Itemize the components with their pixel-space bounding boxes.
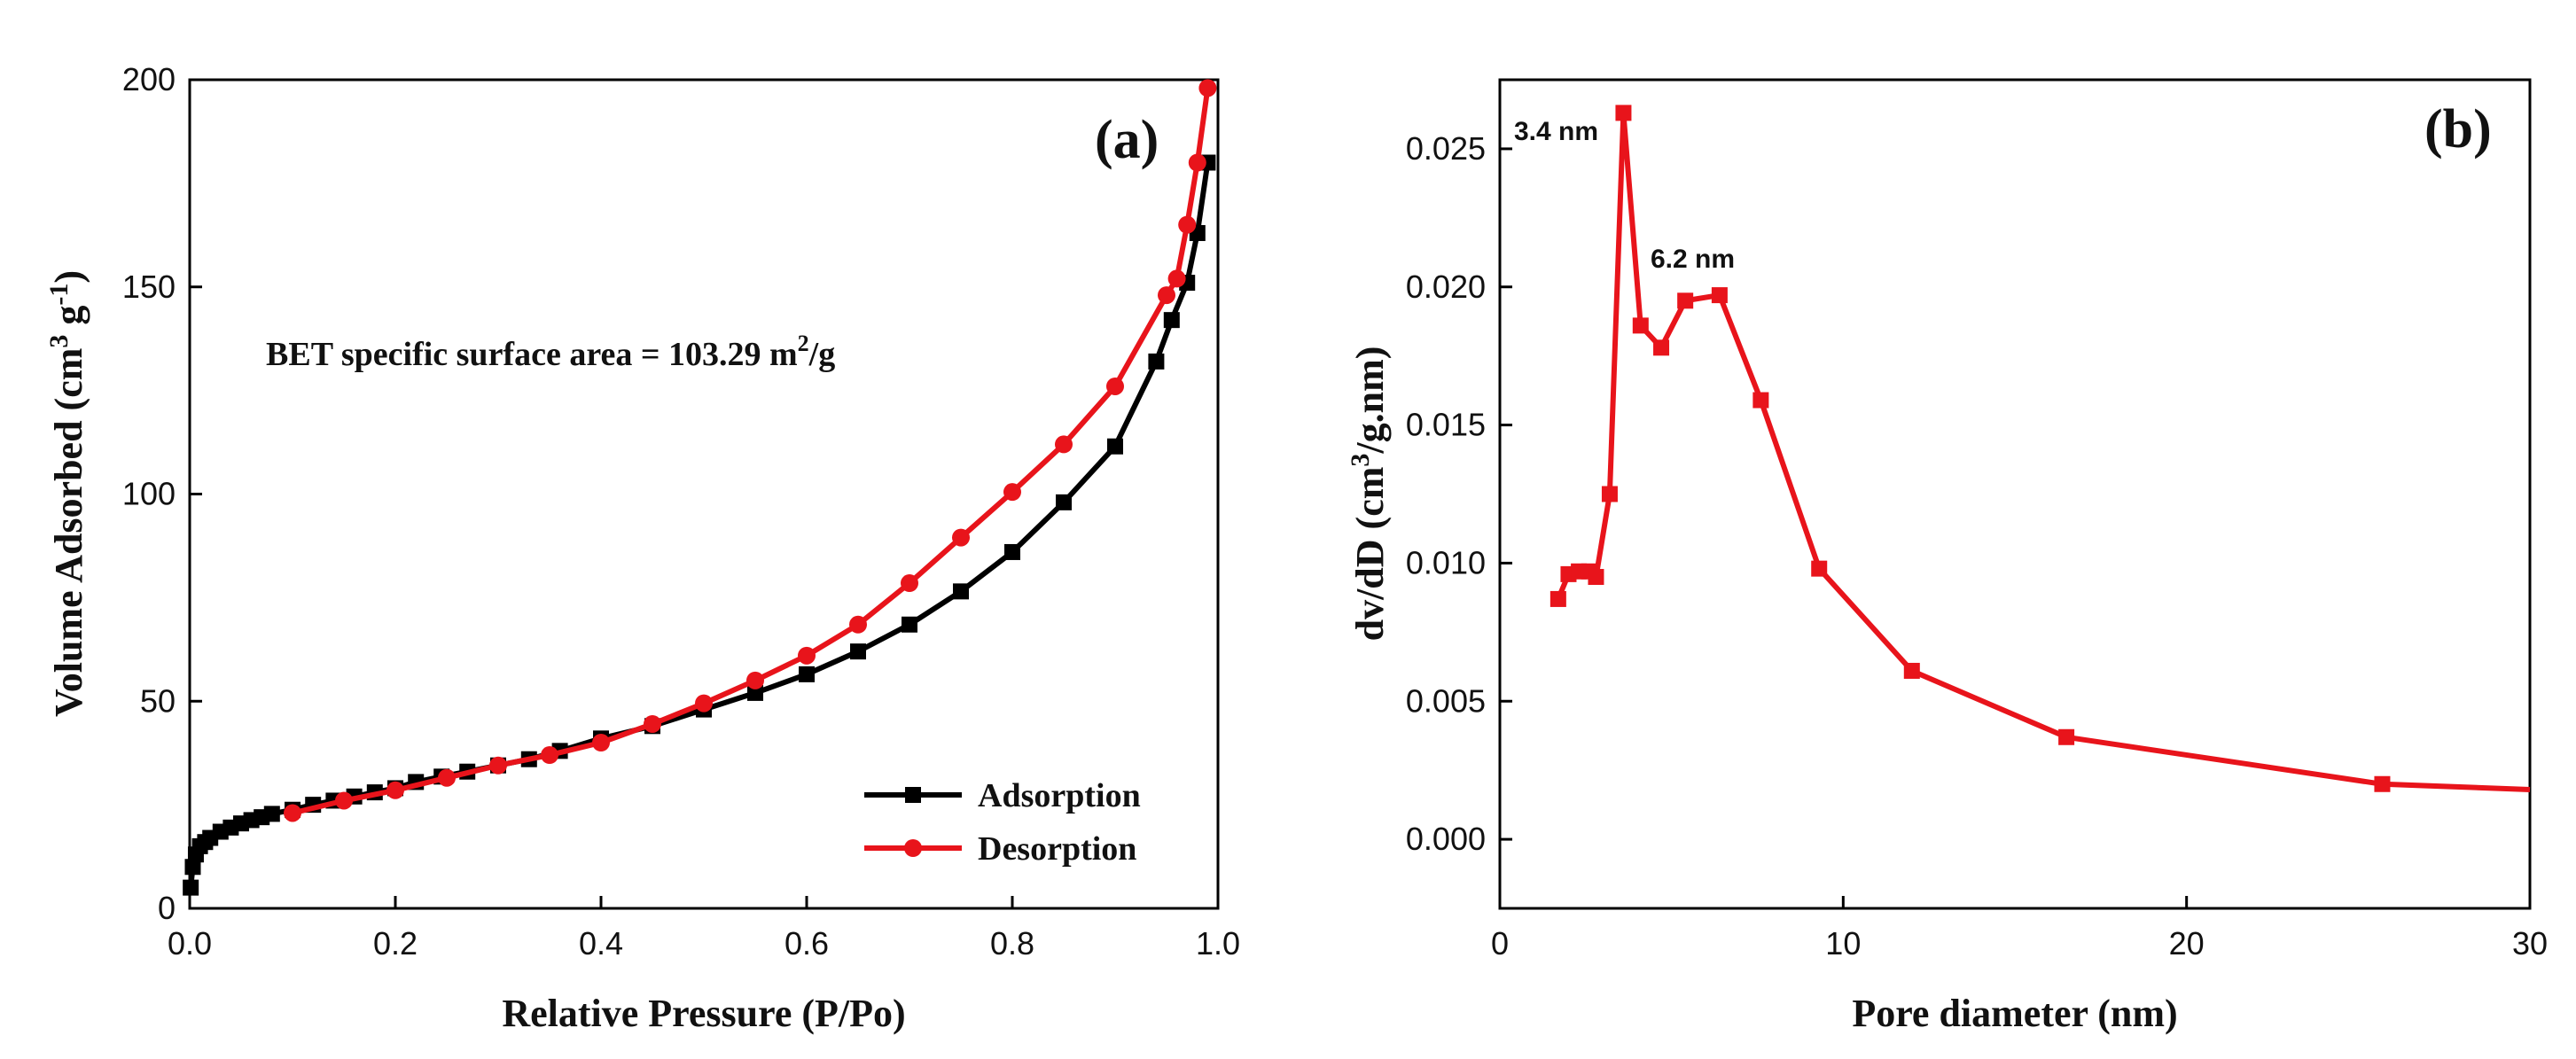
panel-a-x-axis-title: Relative Pressure (P/Po) (502, 992, 905, 1035)
a-x-tick-label: 0.0 (168, 925, 212, 962)
panel-a-isotherm-chart: 0.0 0.2 0.4 0.6 0.8 1.0 0 50 100 150 200 (a) BET s… (44, 61, 1240, 1035)
panel-a-label: (a) (1095, 110, 1159, 170)
adsorption-point (184, 859, 201, 876)
a-x-tick-label: 0.8 (990, 925, 1034, 962)
pore-size-distribution-point (1653, 339, 1670, 356)
desorption-point (849, 615, 867, 634)
peak-label-6-2nm: 6.2 nm (1651, 245, 1735, 274)
a-x-tick-label: 1.0 (1196, 925, 1240, 962)
desorption-point (644, 714, 661, 733)
pore-size-distribution-point (2058, 728, 2075, 745)
desorption-point (952, 528, 970, 547)
pore-size-distribution-point (1588, 569, 1604, 585)
desorption-point (1198, 79, 1217, 97)
pore-size-distribution-point (1615, 105, 1632, 121)
desorption-point (438, 768, 456, 787)
panel-b-ticks: 0 10 20 30 0.000 0.005 0.010 0.015 0.020 0.025 (1406, 130, 2548, 962)
adsorption-point (1056, 494, 1072, 510)
pore-size-distribution-point (1550, 590, 1566, 607)
adsorption-point (1107, 438, 1123, 455)
panel-a-ticks: 0.0 0.2 0.4 0.6 0.8 1.0 0 50 100 150 200 (122, 61, 1240, 962)
panel-a-y-axis-title: Volume Adsorbed (cm3 g-1) (44, 270, 90, 717)
panel-b-label: (b) (2424, 99, 2492, 160)
desorption-point (798, 646, 816, 665)
b-y-tick-label: 0.020 (1406, 269, 1486, 305)
adsorption-point (1148, 353, 1165, 370)
a-x-tick-label: 0.6 (785, 925, 829, 962)
desorption-point (1003, 483, 1021, 502)
panel-b-x-axis-title: Pore diameter (nm) (1852, 992, 2177, 1035)
desorption-point (284, 804, 301, 822)
legend-adsorption-label: Adsorption (978, 777, 1141, 814)
desorption-line (292, 87, 1211, 816)
adsorption-point (902, 616, 917, 633)
panel-b-series (1550, 105, 2531, 792)
adsorption-point (953, 583, 969, 600)
pore-size-distribution-point (2374, 775, 2391, 792)
b-y-tick-label: 0.010 (1406, 544, 1486, 580)
a-y-tick-label: 0 (158, 890, 176, 926)
adsorption-point (799, 666, 815, 682)
panel-b-pore-size-chart: 0 10 20 30 0.000 0.005 0.010 0.015 0.020 0.025 (b… (1346, 78, 2548, 1035)
b-y-tick-label: 0.025 (1406, 130, 1486, 167)
bet-annotation: BET specific surface area = 103.29 m2/g (266, 331, 835, 373)
adsorption-point (747, 684, 763, 701)
desorption-point (1178, 215, 1197, 234)
pore-size-distribution-point (1601, 486, 1618, 502)
a-x-tick-label: 0.4 (579, 925, 623, 962)
a-y-tick-label: 200 (122, 61, 176, 97)
desorption-point (1188, 153, 1206, 172)
legend-desorption-marker (904, 839, 922, 857)
adsorption-point (1004, 543, 1020, 560)
desorption-point (541, 746, 558, 765)
a-y-tick-label: 150 (122, 269, 176, 305)
desorption-point (901, 574, 918, 593)
desorption-point (386, 781, 404, 799)
adsorption-point (1163, 312, 1180, 329)
adsorption-point (263, 806, 280, 822)
b-x-tick-label: 20 (2169, 925, 2205, 962)
legend-desorption-label: Desorption (978, 830, 1136, 868)
desorption-point (746, 671, 764, 689)
b-y-tick-label: 0.000 (1406, 821, 1486, 857)
desorption-point (1055, 435, 1073, 454)
pore-size-distribution-point (1752, 392, 1769, 409)
pore-size-distribution-point (1677, 292, 1694, 309)
desorption-point (1167, 269, 1186, 288)
pore-size-distribution-point (1811, 560, 1828, 577)
adsorption-point (850, 643, 866, 660)
panel-b-y-axis-title: dv/dD (cm3/g.nm) (1346, 347, 1392, 642)
panel-a-series (183, 79, 1217, 896)
pore-size-distribution-point (1903, 662, 1920, 679)
desorption-point (695, 694, 713, 712)
legend-adsorption-marker (905, 787, 921, 803)
a-x-tick-label: 0.2 (373, 925, 418, 962)
desorption-point (335, 791, 353, 810)
b-y-tick-label: 0.005 (1406, 682, 1486, 719)
b-x-tick-label: 30 (2512, 925, 2548, 962)
desorption-point (1106, 377, 1124, 395)
pore-size-distribution-point (1711, 287, 1728, 304)
a-y-tick-label: 50 (140, 682, 176, 719)
adsorption-point (183, 879, 199, 896)
legend: Adsorption Desorption (864, 777, 1141, 868)
b-x-tick-label: 10 (1825, 925, 1861, 962)
b-x-tick-label: 0 (1491, 925, 1509, 962)
panel-b-plot-frame (1498, 78, 2532, 910)
b-y-tick-label: 0.015 (1406, 407, 1486, 443)
desorption-point (489, 756, 507, 775)
a-y-tick-label: 100 (122, 476, 176, 512)
pore-size-distribution-point (1632, 317, 1649, 334)
desorption-point (592, 734, 610, 751)
pore-size-distribution-line (1556, 110, 2531, 792)
desorption-point (1158, 286, 1175, 305)
peak-label-3-4nm: 3.4 nm (1514, 117, 1598, 146)
